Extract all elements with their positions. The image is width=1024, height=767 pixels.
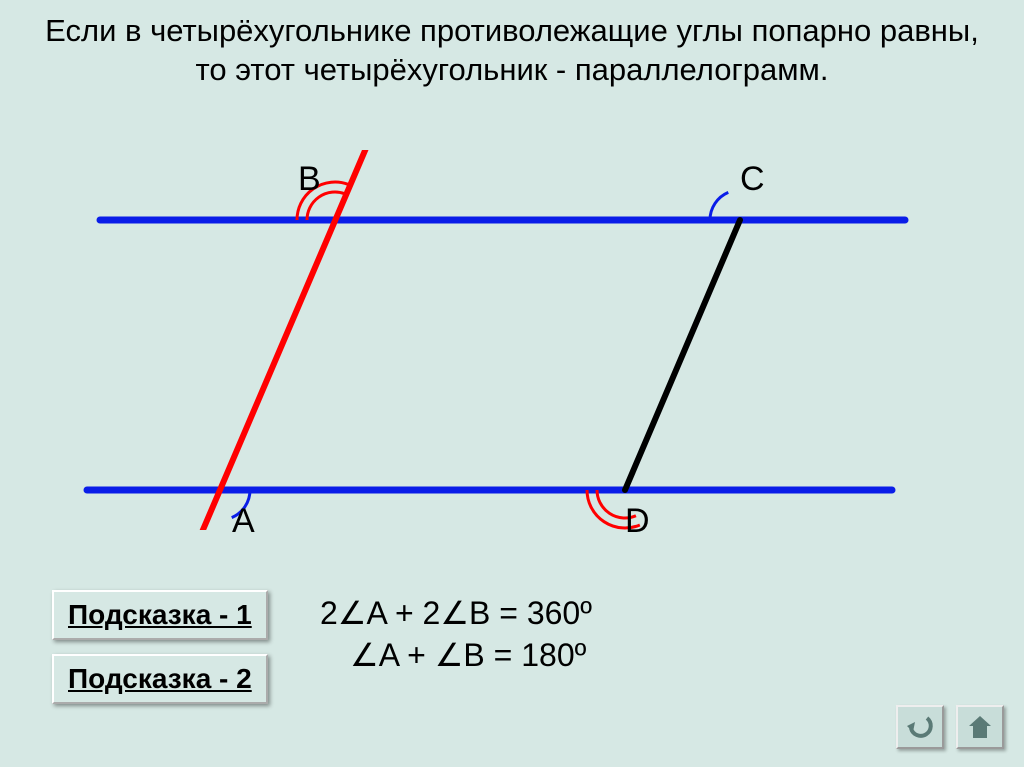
formula-line-1: 2∠A + 2∠B = 360º [320, 594, 592, 632]
vertex-label-C: C [740, 160, 765, 199]
vertex-label-B: B [298, 160, 321, 199]
vertex-label-D: D [625, 502, 650, 541]
back-arrow-icon [905, 714, 935, 740]
home-icon [965, 714, 995, 740]
formula-line-2: ∠A + ∠B = 180º [350, 636, 586, 674]
hint-1-button[interactable]: Подсказка - 1 [52, 590, 268, 640]
parallelogram-diagram [0, 150, 1024, 530]
vertex-label-A: A [232, 502, 255, 541]
nav-home-button[interactable] [956, 705, 1004, 749]
theorem-title: Если в четырёхугольнике противолежащие у… [0, 0, 1024, 90]
nav-back-button[interactable] [896, 705, 944, 749]
hint-2-button[interactable]: Подсказка - 2 [52, 654, 268, 704]
